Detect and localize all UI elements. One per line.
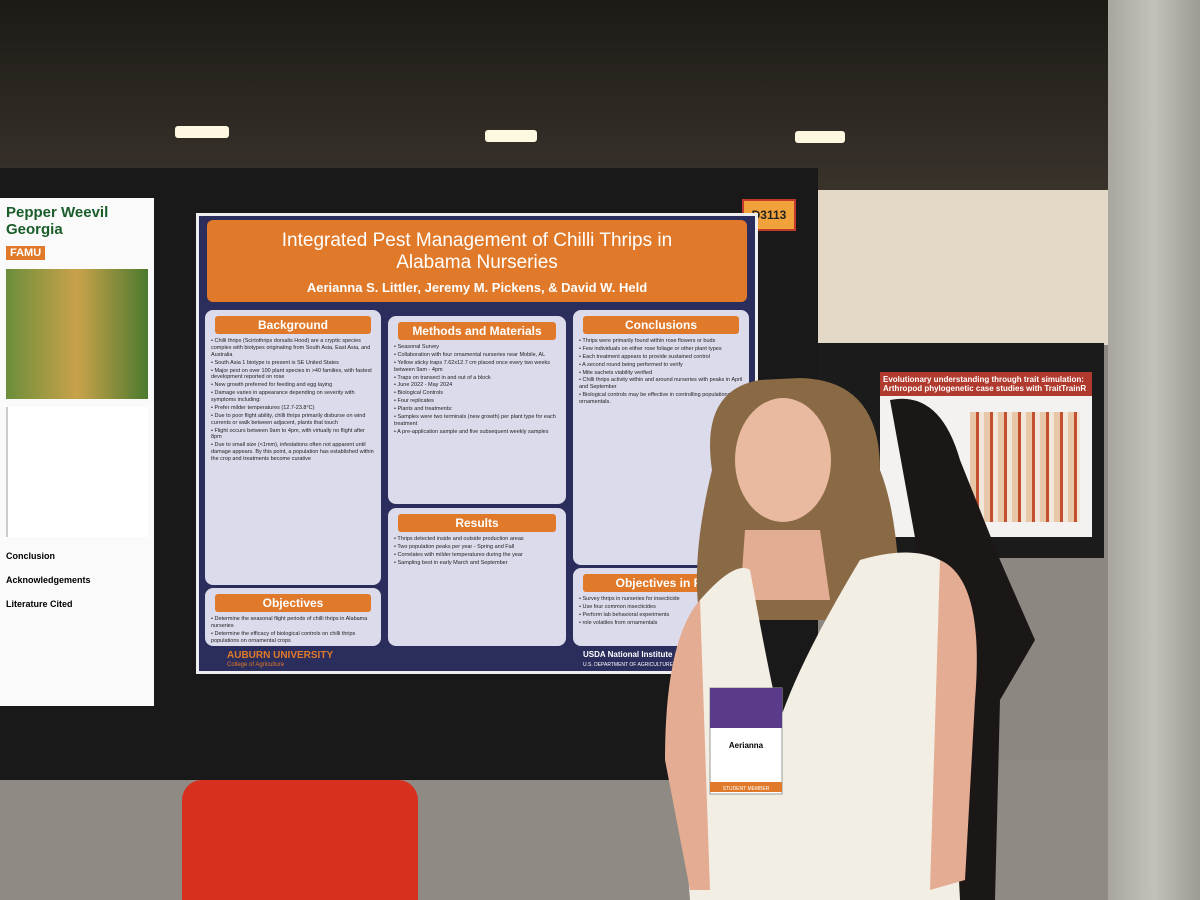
section-item: Few individuals on either rose foliage o… (579, 346, 743, 353)
footer-left: AUBURN UNIVERSITY (227, 650, 334, 661)
left-poster-heading: Conclusion (6, 551, 55, 561)
light (485, 130, 537, 142)
section-item: Use four common insecticides (579, 604, 743, 611)
section-item: role volatiles from ornamentals (579, 620, 743, 627)
section-item: Biological controls may be effective in … (579, 392, 743, 406)
title-band: Integrated Pest Management of Chilli Thr… (207, 220, 747, 302)
section-item: Collaboration with four ornamental nurse… (394, 352, 560, 359)
wall (815, 190, 1115, 345)
section-item: Samples were two terminals (new growth) … (394, 414, 560, 428)
section-item: Determine the efficacy of biological con… (211, 631, 375, 645)
arm (665, 600, 710, 890)
section-item: Perform lab behavioral experiments (579, 612, 743, 619)
red-skirt (182, 780, 418, 900)
footer-right: USDA National Institute of Fo (583, 650, 695, 659)
section-item: June 2022 - May 2024 (394, 382, 560, 389)
section-item: Chilli thrips (Scirtothrips dorsalis Hoo… (211, 338, 375, 359)
badge-ribbon-bg (710, 782, 782, 792)
left-poster-heading: Acknowledgements (6, 575, 91, 585)
section-item: Determine the seasonal flight periods of… (211, 616, 375, 630)
left-poster-title: Pepper Weevil (6, 204, 109, 221)
bar-chart (6, 407, 148, 537)
photos (6, 269, 148, 399)
light (795, 131, 845, 143)
section-item: Due to small size (<1mm), infestations o… (211, 442, 375, 463)
arm (930, 560, 977, 890)
section-item: Each treatment appears to provide sustai… (579, 354, 743, 361)
left-poster-heading: Literature Cited (6, 599, 73, 609)
section-panel: Background Chilli thrips (Scirtothrips do… (205, 310, 381, 585)
right-poster: Evolutionary understanding through trait… (880, 372, 1092, 537)
section-item: Flight occurs between 9am to 4pm, with v… (211, 428, 375, 442)
section-item: New growth preferred for feeding and egg… (211, 382, 375, 389)
section-item: Traps on transect in and out of a block (394, 375, 560, 382)
section-item: Due to poor flight ability, chilli thrip… (211, 413, 375, 427)
section-item: Survey thrips in nurseries for insectici… (579, 596, 743, 603)
footer-right-sub: U.S. DEPARTMENT OF AGRICULTURE (583, 662, 673, 668)
left-poster: Pepper Weevil Georgia FAMU Conclusion Ack… (0, 198, 154, 706)
section-heading: Conclusions (583, 316, 739, 334)
authors: Aerianna S. Littler, Jeremy M. Pickens, … (306, 279, 648, 295)
section-item: Prefer milder temperatures (12.7-23.8°C) (211, 405, 375, 412)
section-item: Damage varies in appearance depending on… (211, 390, 375, 404)
neck (740, 530, 830, 600)
footer-left-sub: College of Agriculture (227, 662, 285, 668)
poster-title: Integrated Pest Management of Chilli Thr… (281, 230, 673, 273)
badge-name: Aerianna (729, 741, 764, 750)
section-item: South Asia 1 biotype is present is SE Un… (211, 360, 375, 367)
section-heading: Methods and Materials (398, 322, 556, 340)
section-item: Thrips were primarily found within rose … (579, 338, 743, 345)
section-item: Seasonal Survey (394, 344, 560, 351)
section-item: Yellow sticky traps 7.62x12.7 cm placed … (394, 360, 560, 374)
light (175, 126, 229, 138)
ceiling (0, 0, 1200, 200)
section-item: Thrips detected inside and outside produ… (394, 536, 560, 543)
section-panel: Methods and Materials Seasonal SurveyColl… (388, 316, 566, 504)
section-item: A pre-application sample and five subseq… (394, 429, 560, 436)
section-item: Correlates with milder temperatures duri… (394, 552, 560, 559)
section-heading: Background (215, 316, 371, 334)
section-item: Mite sachets viability verified (579, 370, 743, 377)
right-poster-title: Evolutionary understanding through trait… (880, 372, 1092, 396)
section-item: Four replicates (394, 398, 560, 405)
top (684, 552, 960, 900)
badge-ribbon: STUDENT MEMBER (723, 786, 770, 792)
section-item: Major pest on over 100 plant species in … (211, 368, 375, 382)
logo: FAMU (6, 246, 46, 260)
section-item: Plants and treatments: (394, 406, 560, 413)
face (735, 398, 831, 522)
section-panel: Results Thrips detected inside and outsid… (388, 508, 566, 646)
section-item: Sampling best in early March and Septemb… (394, 560, 560, 567)
section-heading: Results (398, 514, 556, 532)
section-item: A second round being performed to verify (579, 362, 743, 369)
pillar (1108, 0, 1200, 900)
heatmap (970, 412, 1080, 522)
left-poster-title: Georgia (6, 221, 63, 238)
section-panel: Objectives Determine the seasonal flight … (205, 588, 381, 646)
badge-header (710, 688, 782, 728)
section-item: Biological Controls (394, 390, 560, 397)
section-heading: Objectives (215, 594, 371, 612)
section-item: Two population peaks per year - Spring a… (394, 544, 560, 551)
section-item: Chilli thrips activity within and around… (579, 377, 743, 391)
